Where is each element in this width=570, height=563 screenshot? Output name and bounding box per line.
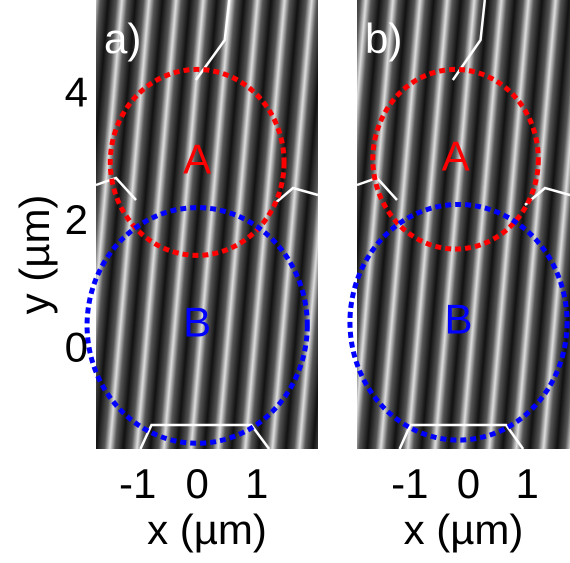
fringe-image <box>357 0 570 449</box>
x-axis-label: x (µm) <box>147 506 267 553</box>
x-tick-label: -1 <box>391 460 428 507</box>
fringe-image <box>96 0 318 449</box>
region-label: A <box>442 132 470 179</box>
domain-boundary <box>451 0 487 81</box>
x-axis-label: x (µm) <box>404 506 524 553</box>
region-label: B <box>183 299 211 346</box>
region-circle <box>370 66 541 252</box>
x-tick-label: 1 <box>245 460 268 507</box>
domain-boundary <box>95 176 137 201</box>
region-circle <box>84 205 310 446</box>
panel-label: a) <box>104 15 141 62</box>
x-tick-label: -1 <box>119 460 156 507</box>
domain-boundary <box>272 186 319 206</box>
region-label: A <box>183 135 211 182</box>
y-tick-label: 0 <box>65 323 88 370</box>
x-tick-label: 0 <box>457 460 480 507</box>
panel-label: b) <box>365 15 402 62</box>
y-tick-label: 2 <box>65 196 88 243</box>
region-label: B <box>445 295 473 342</box>
domain-boundary <box>139 423 271 450</box>
region-circle <box>347 201 570 443</box>
y-axis-label: y (µm) <box>11 195 58 315</box>
x-tick-label: 0 <box>185 460 208 507</box>
domain-boundary <box>194 0 231 81</box>
x-tick-label: 1 <box>515 460 538 507</box>
y-tick-label: 4 <box>65 69 88 116</box>
domain-boundary <box>398 423 525 450</box>
region-circle <box>107 66 287 258</box>
